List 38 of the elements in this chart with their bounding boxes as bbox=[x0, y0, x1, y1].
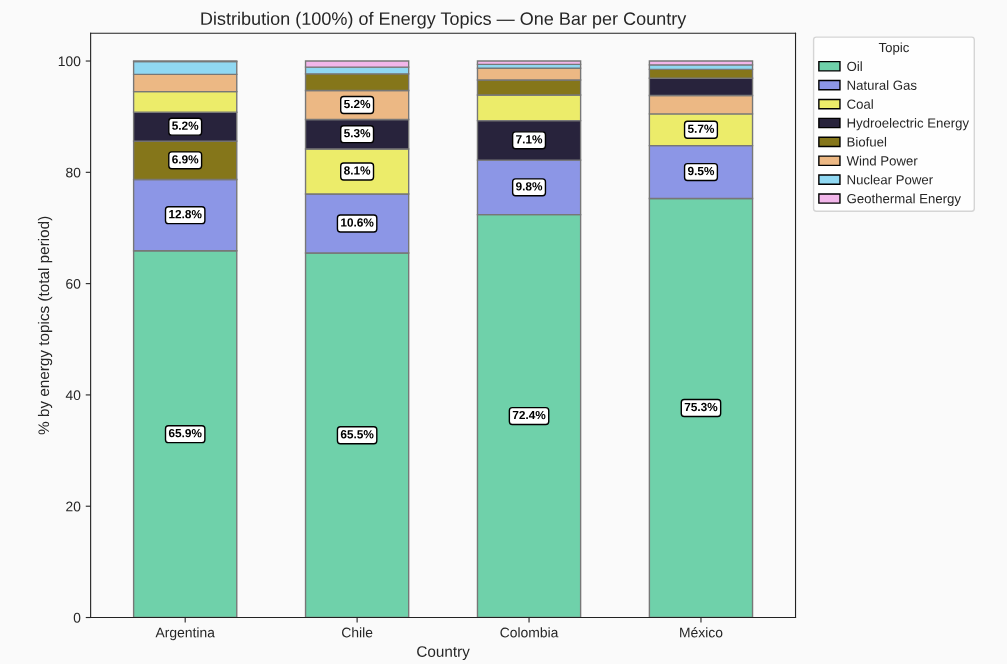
x-tick-label: Colombia bbox=[500, 627, 559, 638]
legend-label: Nuclear Power bbox=[847, 174, 933, 185]
data-label: 72.4% bbox=[512, 410, 546, 420]
data-label: 75.3% bbox=[684, 402, 718, 412]
data-label: 5.2% bbox=[344, 99, 371, 109]
bar bbox=[648, 60, 754, 66]
legend-label: Wind Power bbox=[846, 155, 918, 166]
data-label: 7.1% bbox=[516, 135, 543, 144]
data-label: 9.8% bbox=[516, 182, 543, 191]
y-tick-label: 0 bbox=[73, 612, 81, 623]
data-label: 8.1% bbox=[344, 166, 371, 175]
x-axis-title: Country bbox=[417, 646, 470, 660]
data-label: 9.5% bbox=[687, 166, 715, 176]
y-axis-title: % by energy topics (total period) bbox=[37, 216, 53, 435]
data-label: 10.6% bbox=[341, 218, 374, 227]
legend-label: Geothermal Energy bbox=[847, 193, 961, 206]
data-label: 65.5% bbox=[340, 430, 374, 439]
legend-label: Hydroelectric Energy bbox=[847, 118, 970, 131]
data-label: 5.3% bbox=[344, 129, 371, 138]
x-tick-label: Chile bbox=[342, 627, 373, 638]
legend-title: Topic bbox=[878, 42, 909, 55]
data-label: 5.2% bbox=[172, 121, 199, 130]
chart-title: Distribution (100%) of Energy Topics — One Bar per Country bbox=[201, 11, 687, 29]
y-tick-label: 80 bbox=[66, 167, 81, 178]
y-tick-label: 40 bbox=[65, 390, 81, 401]
data-label: 6.9% bbox=[172, 155, 199, 164]
data-label: 65.9% bbox=[168, 428, 202, 438]
legend-label: Oil bbox=[847, 61, 862, 72]
y-tick-label: 100 bbox=[58, 56, 81, 67]
legend-label: Natural Gas bbox=[847, 80, 917, 90]
data-label: 12.8% bbox=[169, 209, 202, 219]
x-tick-label: Argentina bbox=[155, 627, 215, 641]
legend-label: Coal bbox=[847, 99, 873, 109]
y-tick-label: 60 bbox=[66, 278, 81, 289]
x-tick-label: México bbox=[680, 627, 723, 638]
y-tick-label: 20 bbox=[66, 501, 81, 512]
data-label: 5.7% bbox=[687, 124, 715, 133]
legend-label: Biofuel bbox=[847, 136, 887, 147]
